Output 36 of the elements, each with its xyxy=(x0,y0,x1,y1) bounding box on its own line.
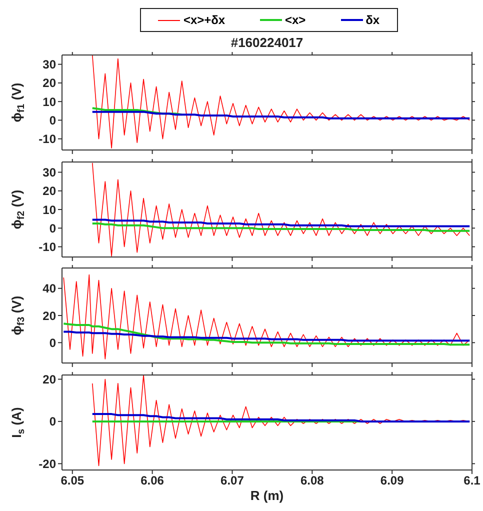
line-series xyxy=(92,55,470,149)
y-tick-label: 0 xyxy=(49,336,56,350)
x-axis-title: R (m) xyxy=(249,488,285,504)
y-tick-label: -20 xyxy=(38,456,56,470)
y-tick-label: 0 xyxy=(49,113,56,128)
y-tick-label: 0 xyxy=(49,414,56,428)
x-tick-label: 6.1 xyxy=(464,473,481,488)
chart-title: #160224017 xyxy=(230,35,304,50)
y-tick-label: 20 xyxy=(42,372,56,386)
y-tick-label: 20 xyxy=(42,76,56,90)
line-series xyxy=(91,222,471,232)
line-series xyxy=(62,322,471,346)
line-series xyxy=(63,274,470,360)
y-tick-label: 30 xyxy=(42,58,56,72)
y-tick-label: -10 xyxy=(38,240,56,254)
y-tick-label: 10 xyxy=(42,94,56,109)
x-tick-label: 6.05 xyxy=(60,473,84,488)
y-tick-label: 0 xyxy=(49,220,56,235)
legend-label: δx xyxy=(366,13,380,27)
line-series xyxy=(92,162,470,256)
y-tick-label: -10 xyxy=(38,132,56,146)
line-series xyxy=(91,110,471,120)
x-tick-label: 6.08 xyxy=(300,473,324,488)
y-tick-label: 20 xyxy=(42,184,56,198)
legend-label: <x>+δx xyxy=(183,13,226,27)
y-tick-label: 20 xyxy=(42,308,56,323)
x-tick-label: 6.09 xyxy=(380,473,404,488)
line-series xyxy=(91,218,471,227)
legend-label: <x> xyxy=(284,13,306,27)
y-tick-label: 30 xyxy=(42,165,56,180)
line-series xyxy=(91,412,471,422)
y-tick-label: 40 xyxy=(42,282,56,296)
x-tick-label: 6.07 xyxy=(220,473,244,488)
x-tick-label: 6.06 xyxy=(140,473,164,488)
y-tick-label: 10 xyxy=(42,202,56,216)
line-series xyxy=(62,330,471,342)
